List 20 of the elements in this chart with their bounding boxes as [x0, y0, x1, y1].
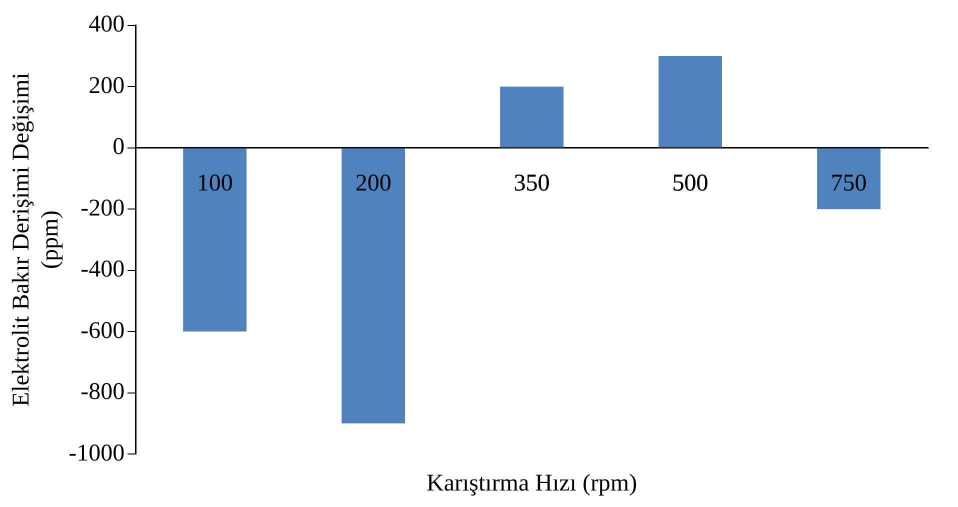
y-tick-label: 400 — [88, 12, 125, 38]
x-tick-label: 500 — [672, 170, 708, 197]
bar — [658, 56, 722, 148]
bar — [500, 86, 564, 148]
x-tick-label: 750 — [830, 170, 867, 197]
x-tick-label: 100 — [196, 170, 233, 197]
y-tick-label: -400 — [80, 256, 125, 283]
bar — [817, 148, 880, 210]
y-tick-label: 0 — [112, 134, 125, 160]
y-tick-label: -1000 — [68, 440, 125, 466]
y-tick-label: -600 — [80, 318, 125, 344]
x-tick-label: 350 — [514, 170, 550, 197]
y-tick-label: -200 — [80, 195, 125, 222]
x-axis-title: Karıştırma Hızı (rpm) — [426, 470, 638, 496]
y-tick-label: -800 — [80, 379, 125, 406]
y-tick-label: 200 — [88, 72, 125, 99]
x-tick-label: 200 — [355, 170, 392, 197]
y-axis-title: Elektrolit Bakır Derişimi Değişimi (ppm) — [8, 72, 64, 407]
bar — [342, 148, 406, 424]
bar — [183, 148, 247, 332]
